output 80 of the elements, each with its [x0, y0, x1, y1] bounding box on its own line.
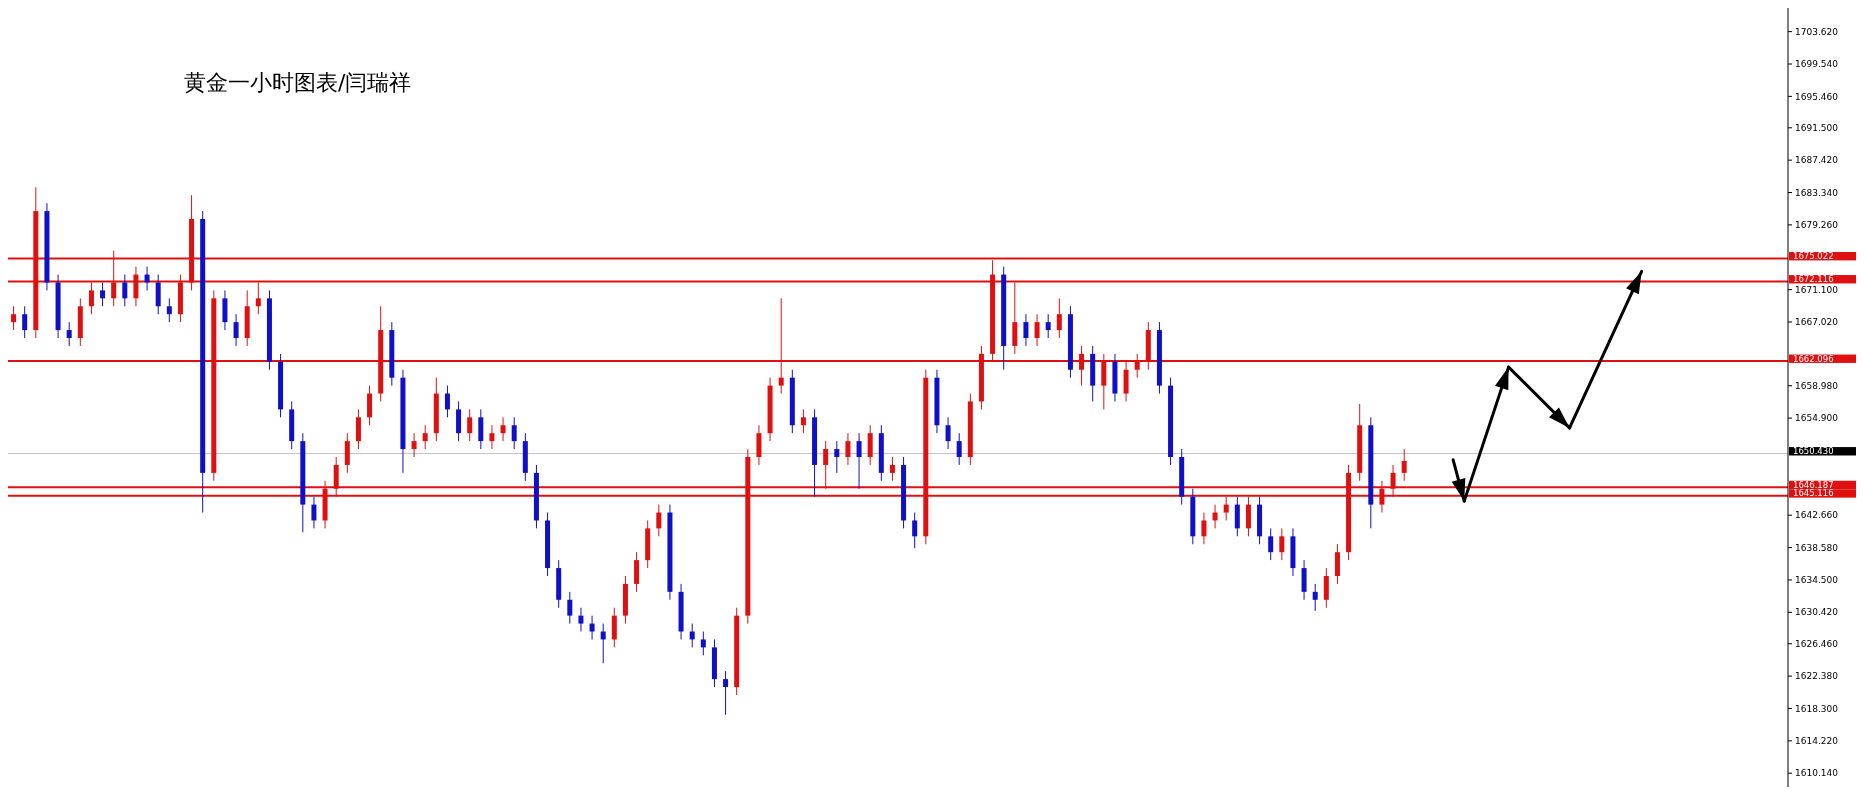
candlestick	[889, 456, 895, 482]
candlestick	[155, 274, 161, 315]
candlestick	[166, 297, 172, 323]
y-tick-label: 1642.660	[1795, 510, 1839, 521]
candlestick	[845, 432, 851, 466]
candlestick	[634, 551, 640, 593]
candlestick	[511, 416, 517, 450]
candlestick	[1401, 448, 1407, 482]
candlestick	[867, 424, 873, 466]
candlestick	[1312, 583, 1318, 612]
y-tick-label: 1618.300	[1795, 703, 1839, 714]
candlestick	[912, 512, 918, 549]
candlestick	[122, 274, 128, 307]
candlestick	[834, 440, 840, 474]
candlestick	[611, 607, 617, 648]
candlestick	[723, 670, 729, 716]
candlestick	[66, 321, 72, 347]
text: 黄金一小时图表/闫瑞祥	[184, 70, 412, 95]
candlestick	[22, 305, 28, 339]
candlestick	[700, 631, 706, 656]
y-tick-label: 1699.540	[1795, 59, 1839, 70]
y-tick-label: 1658.980	[1795, 380, 1839, 391]
candlestick	[100, 281, 106, 307]
candlestick	[233, 313, 239, 347]
y-tick-label: 1614.220	[1795, 735, 1839, 746]
ref-line-label: 1646.187	[1793, 479, 1834, 490]
ref-line-label: 1645.116	[1793, 488, 1834, 499]
y-tick-label: 1703.620	[1795, 26, 1839, 37]
candlestick	[311, 496, 317, 529]
candlestick	[800, 408, 806, 434]
candlestick	[589, 615, 595, 640]
y-tick-label: 1626.460	[1795, 638, 1839, 649]
candlestick	[222, 289, 228, 331]
candlestick	[1056, 297, 1062, 339]
candlestick	[1268, 527, 1274, 561]
candlestick	[567, 591, 573, 625]
y-tick-label: 1634.500	[1795, 575, 1839, 586]
candlestick	[444, 385, 450, 418]
y-tick-label: 1679.260	[1795, 220, 1839, 231]
y-tick-label: 1687.420	[1795, 155, 1839, 166]
ref-line-label: 1662.096	[1793, 353, 1834, 364]
candlestick	[367, 385, 373, 426]
y-tick-label: 1610.140	[1795, 768, 1839, 779]
candlestick	[11, 305, 17, 331]
y-tick-label: 1622.380	[1795, 671, 1839, 682]
candlestick	[1334, 543, 1340, 585]
ref-line-label: 1672.116	[1793, 274, 1834, 285]
candlestick	[456, 400, 462, 442]
candlestick	[756, 424, 762, 466]
y-tick-label: 1667.020	[1795, 317, 1839, 328]
y-tick-label: 1695.460	[1795, 91, 1839, 102]
candlestick	[1323, 567, 1329, 609]
candlestick	[656, 504, 662, 537]
candlestick	[422, 424, 428, 450]
candlestick	[578, 607, 584, 633]
y-tick-label: 1691.500	[1795, 122, 1839, 133]
ref-line-label: 1650.430	[1793, 446, 1834, 457]
y-tick-label: 1630.420	[1795, 607, 1839, 618]
candlestick	[1034, 313, 1040, 347]
candlestick	[856, 432, 862, 490]
candlestick	[1301, 559, 1307, 601]
candlestick	[355, 408, 361, 450]
candlestick	[1279, 527, 1285, 561]
candlestick	[344, 432, 350, 474]
candlestick	[500, 416, 506, 442]
candlestick	[956, 432, 962, 466]
candlestick	[489, 424, 495, 450]
candlestick	[478, 408, 484, 450]
candlestick	[1045, 313, 1051, 339]
y-tick-label: 1638.580	[1795, 542, 1839, 553]
candlestick	[1201, 512, 1207, 545]
candlestick	[411, 432, 417, 458]
y-tick-label: 1671.100	[1795, 284, 1839, 295]
candlestick	[467, 408, 473, 442]
candlestick	[945, 416, 951, 450]
candlestick	[1234, 496, 1240, 537]
y-tick-label: 1683.340	[1795, 187, 1839, 198]
y-tick-label: 1654.900	[1795, 413, 1839, 424]
ref-line-label: 1675.022	[1793, 251, 1834, 262]
candlestick	[1023, 313, 1029, 347]
